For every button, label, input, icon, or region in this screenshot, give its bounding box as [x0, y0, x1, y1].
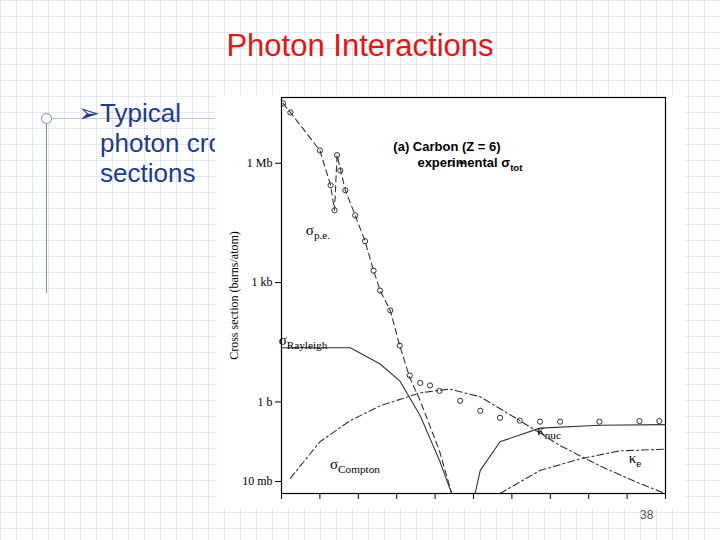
svg-text:1 kb: 1 kb — [252, 275, 273, 289]
svg-text:σCompton: σCompton — [330, 456, 380, 475]
svg-text:experimental σtot: experimental σtot — [417, 155, 523, 173]
svg-text:Cross section (barns/atom): Cross section (barns/atom) — [227, 231, 241, 360]
html-text:➢Typical photon cross sections: ➢Typical photon cross sections — [78, 98, 249, 188]
svg-text:κe: κe — [629, 450, 642, 469]
svg-text:(a) Carbon (Z = 6): (a) Carbon (Z = 6) — [393, 139, 500, 154]
svg-text:1 b: 1 b — [258, 395, 273, 409]
svg-text:10 mb: 10 mb — [242, 474, 272, 488]
html-text:38: 38 — [640, 508, 654, 522]
svg-text:σp.e.: σp.e. — [306, 222, 331, 241]
svg-text:κnuc: κnuc — [537, 422, 561, 441]
svg-text:σRayleigh: σRayleigh — [279, 332, 328, 351]
html-text:Photon Interactions: Photon Interactions — [226, 28, 494, 63]
svg-text:1 Mb: 1 Mb — [247, 156, 273, 170]
